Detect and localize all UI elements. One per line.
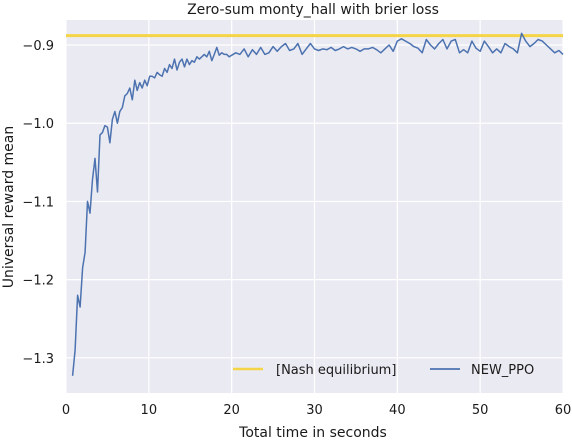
- y-axis-ticks: −1.3 −1.2 −1.1 −1.0 −0.9: [22, 39, 54, 367]
- legend-label: [Nash equilibrium]: [276, 363, 396, 378]
- y-tick-label: −1.3: [22, 352, 54, 367]
- legend: [Nash equilibrium] NEW_PPO: [233, 363, 534, 378]
- y-tick-label: −1.2: [22, 274, 54, 289]
- x-tick-label: 20: [223, 403, 240, 418]
- x-tick-label: 50: [472, 403, 489, 418]
- y-tick-label: −1.1: [22, 195, 54, 210]
- x-tick-label: 30: [306, 403, 323, 418]
- series-line-new-ppo: [71, 32, 564, 376]
- series-layer: [66, 32, 564, 376]
- x-axis-label: Total time in seconds: [238, 425, 387, 441]
- x-tick-label: 40: [389, 403, 406, 418]
- y-tick-label: −1.0: [22, 117, 54, 132]
- x-tick-label: 10: [141, 403, 158, 418]
- x-tick-label: 0: [62, 403, 70, 418]
- legend-label: NEW_PPO: [471, 363, 534, 378]
- y-axis-label: Universal reward mean: [1, 126, 17, 289]
- y-tick-label: −0.9: [22, 39, 54, 54]
- chart-title: Zero-sum monty_hall with brier loss: [187, 2, 439, 18]
- x-tick-label: 60: [555, 403, 572, 418]
- x-axis-ticks: 0 10 20 30 40 50 60: [62, 403, 571, 418]
- grid: [65, 20, 564, 393]
